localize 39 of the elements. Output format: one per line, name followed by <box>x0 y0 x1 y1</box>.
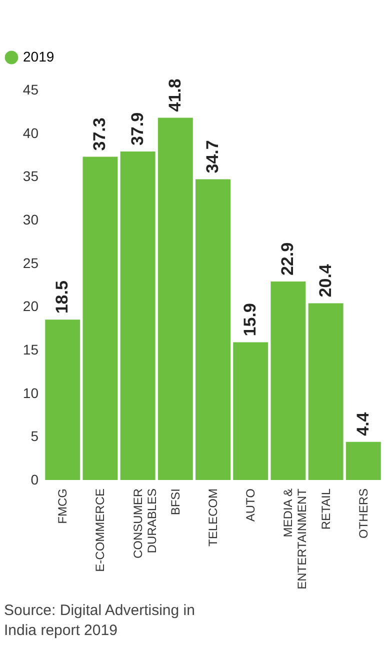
x-tick-label: OTHERS <box>356 488 370 539</box>
x-tick-label: BFSI <box>168 488 182 516</box>
data-label: 37.3 <box>90 118 110 151</box>
data-label: 41.8 <box>165 78 184 112</box>
x-tick-label: FMCG <box>56 488 70 524</box>
bar <box>270 282 306 480</box>
data-label: 20.4 <box>316 264 335 298</box>
y-tick-label: 0 <box>30 472 39 488</box>
y-tick-label: 10 <box>22 384 39 401</box>
y-tick-label: 45 <box>22 82 39 98</box>
x-tick-label: AUTO <box>244 488 258 522</box>
y-tick-label: 40 <box>22 124 39 141</box>
bar <box>45 320 80 480</box>
y-tick-label: 5 <box>30 428 39 444</box>
data-label: 22.9 <box>278 242 298 276</box>
bar <box>233 342 268 480</box>
y-tick-label: 30 <box>22 212 39 228</box>
y-tick-label: 25 <box>22 254 39 271</box>
data-label: 18.5 <box>52 280 72 314</box>
bar <box>120 152 156 480</box>
bar <box>346 442 381 480</box>
y-tick-label: 35 <box>22 168 39 184</box>
y-tick-label: 20 <box>22 298 39 314</box>
x-tick-label: CONSUMER DURABLES <box>130 488 159 559</box>
bar <box>82 156 118 480</box>
x-tick-label: RETAIL <box>318 488 333 530</box>
source-note: Source: Digital Advertising in India report 2019 <box>4 602 195 639</box>
legend-label: 2019 <box>23 48 54 64</box>
y-tick-label: 15 <box>22 342 39 358</box>
x-tick-label: MEDIA & ENTERTAINMENT <box>281 488 310 590</box>
data-label: 15.9 <box>240 303 260 336</box>
data-label: 37.9 <box>128 112 147 146</box>
bar <box>196 179 230 480</box>
data-label: 34.7 <box>203 140 222 174</box>
bar <box>158 118 193 480</box>
x-tick-label: TELECOM <box>206 488 220 547</box>
x-tick-label: E-COMMERCE <box>93 488 108 572</box>
data-label: 4.4 <box>353 412 372 436</box>
bar <box>308 303 344 480</box>
